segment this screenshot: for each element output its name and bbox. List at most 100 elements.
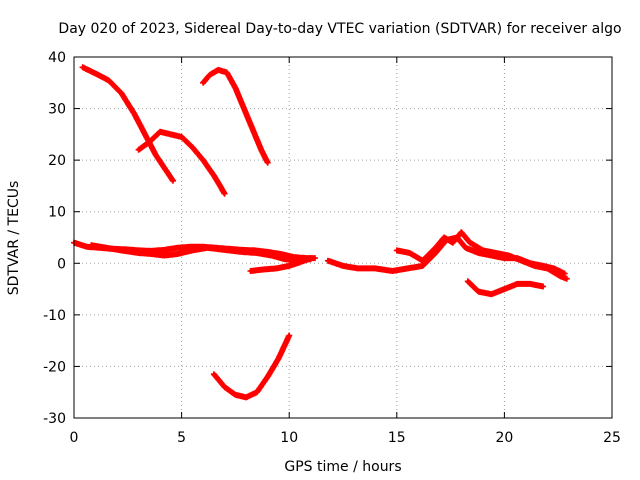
data-point [395,248,399,252]
y-tick-label: 40 [48,50,66,66]
data-point [205,246,209,250]
data-point [154,153,158,157]
data-point [89,243,93,247]
grid-layer [74,57,612,418]
series-markers [210,332,293,401]
data-point [162,248,166,252]
data-point [520,259,524,263]
data-point [481,248,485,252]
x-tick-label: 5 [177,430,186,446]
y-tick-label: 20 [48,153,66,169]
data-point [201,81,205,85]
data-point [149,252,153,256]
data-point [545,266,549,270]
series-markers [464,278,547,298]
data-point [421,264,425,268]
data-point [81,65,85,69]
data-point [201,158,205,162]
data-point [251,127,255,131]
series-arc-2 [135,128,228,197]
data-point [190,248,194,252]
data-point [563,272,567,276]
data-point [255,390,259,394]
data-point [85,245,89,249]
data-point [494,251,498,255]
data-point [464,246,468,250]
data-point [558,274,562,278]
x-tick-label: 25 [603,430,621,446]
data-point [137,251,141,255]
data-point [171,179,175,183]
x-tick-label: 20 [495,430,513,446]
data-point [283,257,287,261]
data-point [158,130,162,134]
y-tick-label: 30 [48,102,66,118]
data-point [223,385,227,389]
data-point [270,254,274,258]
data-point [259,148,263,152]
data-point [390,269,394,273]
tick-layer: 0 5 10 15 20 25 -30 -20 -10 0 10 20 30 40 [43,50,621,446]
data-point [274,266,278,270]
data-point [477,251,481,255]
series-markers [79,64,176,184]
series-markers [135,128,228,197]
data-point [132,112,136,116]
data-point [313,256,317,260]
data-point [477,290,481,294]
chart-title: Day 020 of 2023, Sidereal Day-to-day VTE… [58,21,621,37]
series-arc-3 [200,66,271,166]
data-point [169,132,173,136]
data-point [248,269,252,273]
data-point [266,375,270,379]
data-point [309,256,313,260]
series-arc-6 [247,255,314,274]
data-point [468,241,472,245]
x-tick-label: 10 [280,430,298,446]
data-point [408,251,412,255]
data-point [233,393,237,397]
data-point [541,284,545,288]
series-arc-5 [88,242,314,264]
data-point [225,70,229,74]
data-point [442,236,446,239]
data-point [276,357,280,361]
series-arc-10 [464,278,547,298]
data-point [244,395,248,399]
data-point [515,282,519,286]
data-point [212,372,216,376]
data-point [119,248,123,252]
data-point [287,333,291,337]
data-point [451,241,455,245]
data-point [94,72,98,76]
data-point [261,267,265,271]
data-point [533,264,537,268]
data-point [212,174,216,178]
data-point [175,246,179,250]
data-point [298,260,302,264]
data-point [190,145,194,149]
data-point [434,251,438,255]
data-point [208,73,212,77]
y-tick-label: -30 [43,411,66,427]
data-point [242,107,246,111]
series-markers [200,66,271,166]
data-point [528,282,532,286]
data-point [233,86,237,90]
data-point [255,251,259,255]
data-point [162,166,166,170]
x-tick-label: 15 [388,430,406,446]
series-arc-7 [210,332,293,401]
data-point [434,246,438,250]
series-arc-9 [393,229,570,282]
data-point [356,266,360,270]
data-point [287,264,291,268]
data-point [341,264,345,268]
data-point [137,148,141,152]
data-point [223,248,227,252]
data-point [502,287,506,291]
data-point [106,78,110,82]
data-point [216,68,220,72]
data-point [180,135,184,139]
y-tick-label: -10 [43,308,66,324]
